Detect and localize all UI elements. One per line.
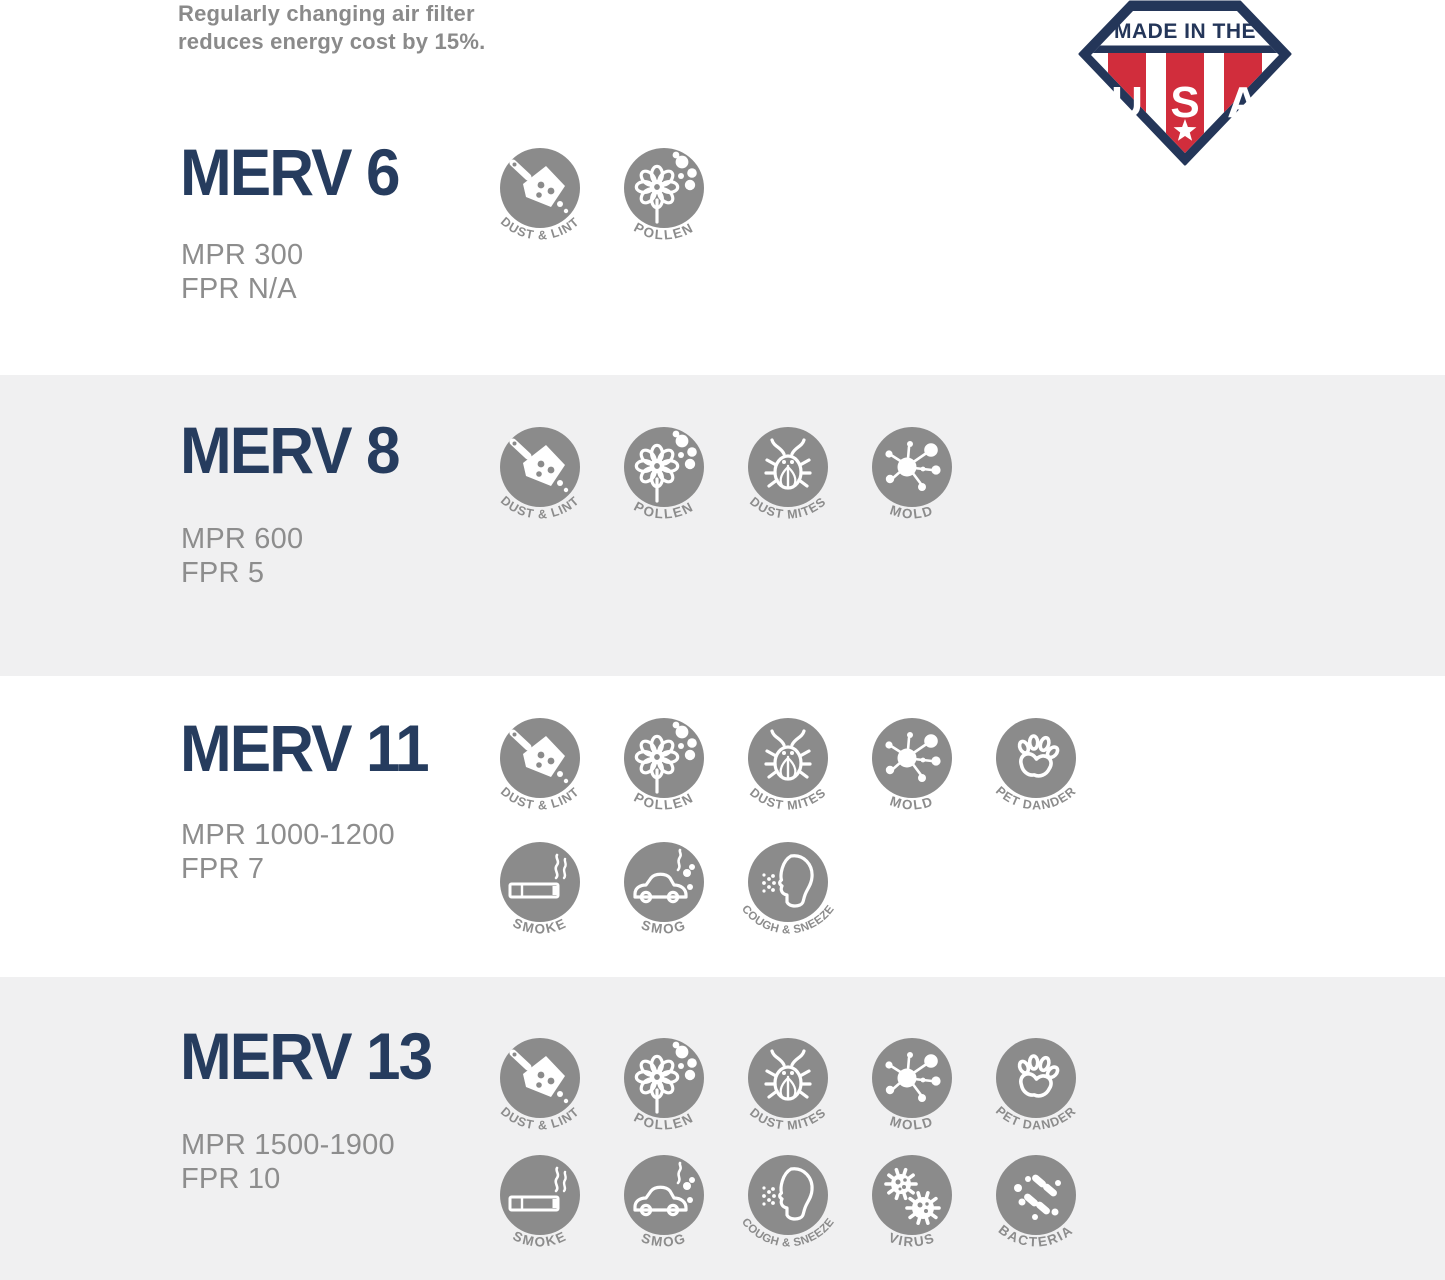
energy-note-line1: Regularly changing air filter [178, 1, 475, 26]
merv11-title: MERV 11 [180, 711, 430, 785]
dust-lint-icon: DUST & LINT [498, 718, 581, 813]
merv11-mpr: MPR 1000-1200 [181, 819, 395, 851]
pollen-icon: POLLEN [624, 1038, 704, 1133]
pollen-icon: POLLEN [624, 427, 704, 522]
dust-lint-icon: DUST & LINT [498, 1038, 581, 1133]
svg-text:MOLD: MOLD [888, 502, 936, 521]
smoke-icon: SMOKE [500, 842, 580, 936]
badge-letter-s: S [1170, 78, 1199, 127]
energy-note-line2: reduces energy cost by 15%. [178, 29, 486, 54]
svg-text:MOLD: MOLD [888, 793, 936, 812]
cough-sneeze-icon: COUGH & SNEEZE [739, 842, 837, 937]
dust-mites-icon: DUST MITES [747, 427, 828, 522]
svg-text:SMOKE: SMOKE [511, 1228, 570, 1249]
merv8-mpr: MPR 600 [181, 523, 304, 555]
pollen-icon: POLLEN [624, 718, 704, 813]
svg-text:POLLEN: POLLEN [631, 790, 696, 813]
merv13-mpr: MPR 1500-1900 [181, 1129, 395, 1161]
section-bg-merv8 [0, 375, 1445, 676]
badge-top-text: MADE IN THE [1114, 20, 1256, 43]
merv8-specs: MPR 600 FPR 5 [181, 522, 303, 590]
pet-dander-icon: PET DANDER [993, 718, 1078, 813]
badge-letter-a: A [1227, 78, 1259, 127]
badge-letter-u: U [1111, 78, 1143, 127]
svg-text:SMOG: SMOG [639, 917, 688, 937]
svg-text:MOLD: MOLD [888, 1113, 936, 1132]
badge-star-icon [1173, 119, 1197, 141]
bacteria-icon: BACTERIA [996, 1155, 1076, 1250]
dust-lint-icon: DUST & LINT [498, 148, 581, 243]
svg-text:VIRUS: VIRUS [887, 1230, 938, 1250]
svg-text:POLLEN: POLLEN [631, 499, 696, 522]
section-bg-merv13 [0, 977, 1445, 1280]
smog-icon: SMOG [624, 1155, 704, 1250]
made-in-usa-badge: MADE IN THE U S A [1078, 0, 1292, 166]
merv13-title: MERV 13 [180, 1019, 433, 1093]
merv11-specs: MPR 1000-1200 FPR 7 [181, 818, 395, 886]
dust-mites-icon: DUST MITES [747, 718, 828, 813]
merv6-mpr: MPR 300 [181, 239, 304, 271]
mold-icon: MOLD [872, 427, 952, 522]
smog-icon: SMOG [624, 842, 704, 937]
energy-note: Regularly changing air filter reduces en… [178, 0, 485, 56]
svg-text:POLLEN: POLLEN [631, 220, 696, 243]
smoke-icon: SMOKE [500, 1155, 580, 1249]
dust-lint-icon: DUST & LINT [498, 427, 581, 522]
pet-dander-icon: PET DANDER [993, 1038, 1078, 1133]
virus-icon: VIRUS [872, 1155, 952, 1250]
cough-sneeze-icon: COUGH & SNEEZE [739, 1155, 837, 1250]
merv11-fpr: FPR 7 [181, 853, 265, 885]
merv8-fpr: FPR 5 [181, 557, 265, 589]
merv6-specs: MPR 300 FPR N/A [181, 238, 303, 306]
merv13-fpr: FPR 10 [181, 1163, 281, 1195]
svg-text:SMOG: SMOG [639, 1230, 688, 1250]
svg-text:POLLEN: POLLEN [631, 1110, 696, 1133]
merv6-fpr: FPR N/A [181, 273, 297, 305]
mold-icon: MOLD [872, 1038, 952, 1133]
dust-mites-icon: DUST MITES [747, 1038, 828, 1133]
merv8-title: MERV 8 [180, 413, 400, 487]
pollen-icon: POLLEN [624, 148, 704, 243]
merv13-specs: MPR 1500-1900 FPR 10 [181, 1128, 395, 1196]
svg-text:SMOKE: SMOKE [511, 915, 570, 936]
mold-icon: MOLD [872, 718, 952, 813]
merv6-title: MERV 6 [180, 135, 400, 209]
